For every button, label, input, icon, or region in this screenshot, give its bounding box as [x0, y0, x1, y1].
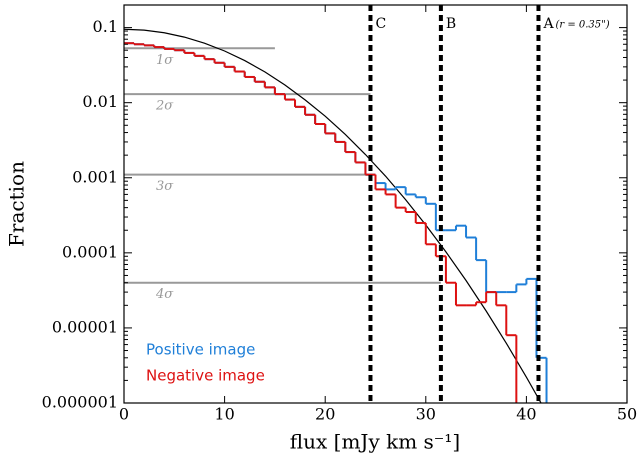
y-tick-label: 0.01	[82, 92, 118, 111]
x-tick-label: 10	[214, 405, 234, 424]
legend-label: Negative image	[146, 367, 265, 385]
marker-note: (r = 0.35")	[555, 20, 609, 31]
marker-label: C	[375, 16, 386, 32]
marker-label: B	[446, 16, 456, 32]
y-tick-label: 0.000001	[42, 393, 118, 412]
sigma-label: 1σ	[156, 53, 174, 68]
x-tick-label: 30	[416, 405, 436, 424]
legend-label: Positive image	[146, 341, 255, 359]
x-tick-label: 50	[617, 405, 637, 424]
marker-label: A	[542, 16, 554, 32]
x-tick-label: 40	[516, 405, 536, 424]
axes-frame	[123, 4, 628, 404]
model-curve	[124, 28, 542, 403]
y-axis-label: Fraction	[5, 161, 29, 247]
sigma-label: 3σ	[156, 179, 174, 194]
y-tick-label: 0.1	[93, 17, 118, 36]
y-tick-label: 0.0001	[62, 242, 118, 261]
x-tick-label: 20	[315, 405, 335, 424]
y-tick-label: 0.001	[72, 167, 118, 186]
y-tick-label: 0.00001	[52, 317, 118, 336]
sigma-label: 2σ	[155, 99, 174, 114]
sigma-label: 4σ	[155, 287, 174, 302]
x-axis-label: flux [mJy km s⁻¹]	[290, 430, 460, 454]
x-tick-label: 0	[119, 405, 129, 424]
